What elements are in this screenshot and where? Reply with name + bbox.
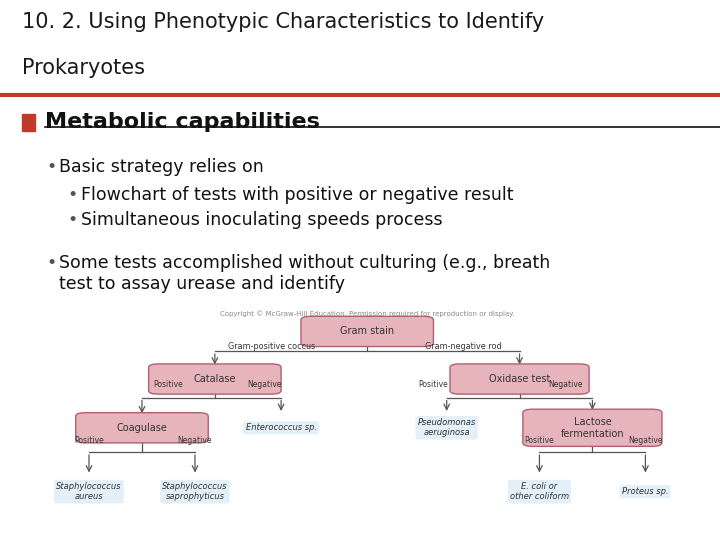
Text: Pseudomonas
aeruginosa: Pseudomonas aeruginosa [418,418,476,437]
Text: Simultaneous inoculating speeds process: Simultaneous inoculating speeds process [81,211,442,229]
Text: •: • [68,186,78,205]
Text: Negative: Negative [178,436,212,445]
Text: Prokaryotes: Prokaryotes [22,58,145,78]
Text: Coagulase: Coagulase [117,423,168,433]
Text: Oxidase test: Oxidase test [489,374,550,384]
Text: Negative: Negative [628,436,662,445]
Text: Basic strategy relies on: Basic strategy relies on [59,158,269,176]
Text: •: • [46,254,56,272]
Text: •: • [46,158,56,176]
Bar [22,114,35,131]
Text: Lactose
fermentation: Lactose fermentation [561,417,624,438]
Text: E. coli or
other coliform: E. coli or other coliform [510,482,569,501]
Text: Negative: Negative [247,381,282,389]
FancyBboxPatch shape [301,316,433,347]
Text: Metabolic capabilities: Metabolic capabilities [45,112,320,132]
Text: Some tests accomplished without culturing (e.g., breath
test to assay urease and: Some tests accomplished without culturin… [59,254,550,293]
Text: Proteus sp.: Proteus sp. [622,487,669,496]
FancyBboxPatch shape [450,364,589,394]
Text: Positive: Positive [74,436,104,445]
Text: Enterococcus sp.: Enterococcus sp. [246,423,317,433]
Text: Gram-positive coccus: Gram-positive coccus [228,342,315,350]
Text: Staphylococcus
saprophyticus: Staphylococcus saprophyticus [162,482,228,501]
FancyBboxPatch shape [148,364,281,394]
Text: Flowchart of tests with positive or negative result: Flowchart of tests with positive or nega… [81,186,513,205]
Text: Copyright © McGraw-Hill Education. Permission required for reproduction or displ: Copyright © McGraw-Hill Education. Permi… [220,310,515,317]
Text: •: • [68,211,78,229]
Text: Gram-negative rod: Gram-negative rod [425,342,502,350]
Text: Staphylococcus
aureus: Staphylococcus aureus [56,482,122,501]
FancyBboxPatch shape [523,409,662,447]
Text: Positive: Positive [418,381,449,389]
Text: Gram stain: Gram stain [340,326,395,336]
Text: 10. 2. Using Phenotypic Characteristics to Identify: 10. 2. Using Phenotypic Characteristics … [22,12,544,32]
Text: Negative: Negative [549,381,583,389]
Text: Positive: Positive [153,381,184,389]
FancyBboxPatch shape [76,413,208,443]
Text: Catalase: Catalase [194,374,236,384]
Text: Positive: Positive [525,436,554,445]
